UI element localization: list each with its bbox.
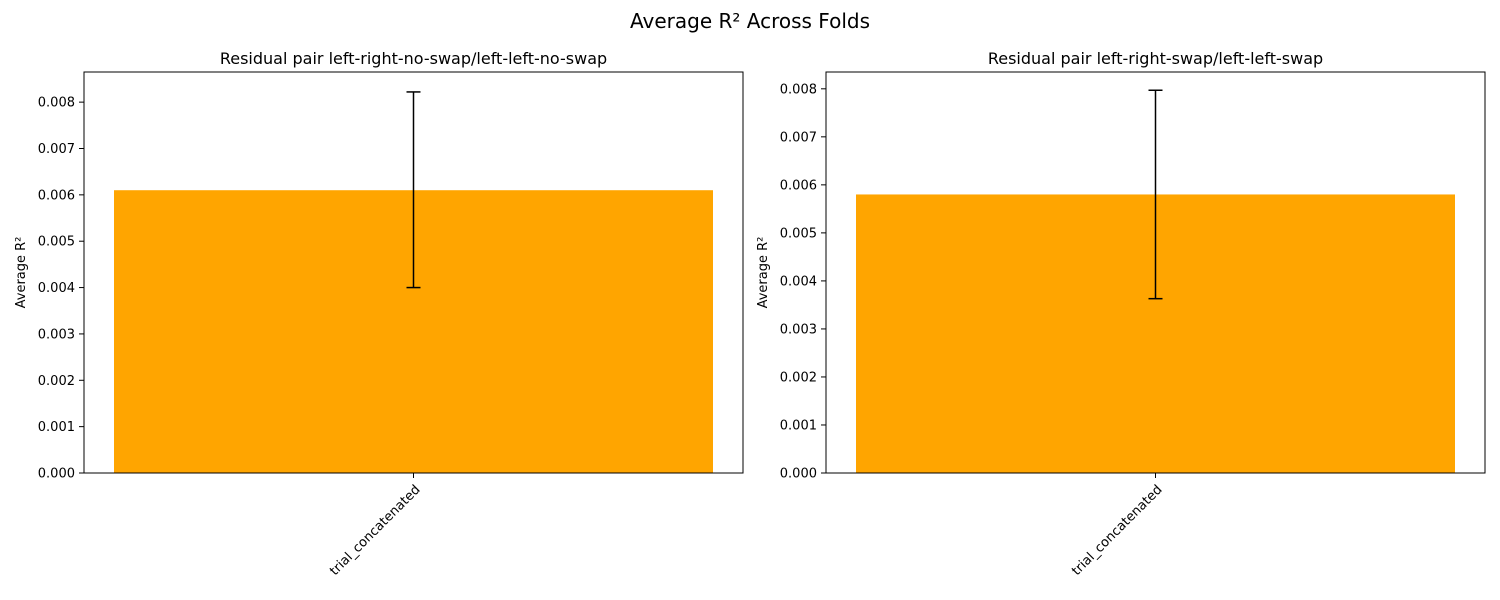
right-x-tick-label-0: trial_concatenated bbox=[1069, 482, 1165, 578]
left-y-tick-label-0: 0.000 bbox=[38, 467, 75, 482]
left-x-tick-label-0: trial_concatenated bbox=[327, 482, 423, 578]
left-plot-frame bbox=[83, 71, 744, 474]
right-y-tick-label-5: 0.005 bbox=[780, 226, 817, 241]
left-y-axis-label: Average R² bbox=[14, 237, 29, 309]
left-chart-title: Residual pair left-right-no-swap/left-le… bbox=[220, 49, 607, 68]
right-chart-title: Residual pair left-right-swap/left-left-… bbox=[988, 49, 1323, 68]
right-chart-panel: Residual pair left-right-swap/left-left-… bbox=[756, 49, 1486, 579]
left-y-tick-label-6: 0.006 bbox=[38, 188, 75, 203]
left-y-tick-label-1: 0.001 bbox=[38, 420, 75, 435]
left-y-tick-label-5: 0.005 bbox=[38, 235, 75, 250]
left-chart-panel: Residual pair left-right-no-swap/left-le… bbox=[14, 49, 744, 579]
right-y-tick-label-8: 0.008 bbox=[780, 82, 817, 97]
right-y-tick-label-0: 0.000 bbox=[780, 467, 817, 482]
right-plot-frame bbox=[825, 71, 1486, 474]
left-y-tick-label-3: 0.003 bbox=[38, 327, 75, 342]
figure-title: Average R² Across Folds bbox=[630, 9, 870, 33]
right-y-axis-label: Average R² bbox=[756, 237, 771, 309]
right-y-tick-label-3: 0.003 bbox=[780, 322, 817, 337]
left-y-tick-label-8: 0.008 bbox=[38, 96, 75, 111]
left-y-tick-label-4: 0.004 bbox=[38, 281, 75, 296]
right-y-tick-label-6: 0.006 bbox=[780, 178, 817, 193]
left-y-tick-label-7: 0.007 bbox=[38, 142, 75, 157]
left-y-tick-label-2: 0.002 bbox=[38, 374, 75, 389]
right-y-tick-label-4: 0.004 bbox=[780, 274, 817, 289]
right-y-tick-label-2: 0.002 bbox=[780, 370, 817, 385]
right-y-tick-label-7: 0.007 bbox=[780, 130, 817, 145]
right-y-tick-label-1: 0.001 bbox=[780, 418, 817, 433]
